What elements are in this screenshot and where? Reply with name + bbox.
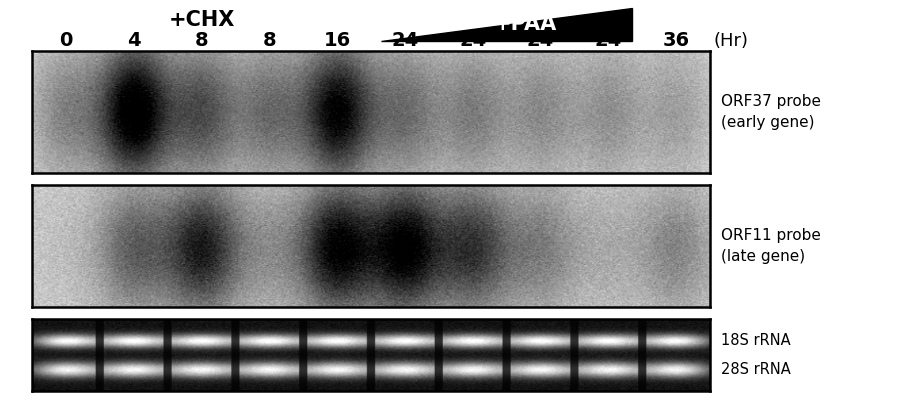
- Text: 18S rRNA: 18S rRNA: [721, 333, 791, 348]
- Text: 36: 36: [663, 31, 690, 50]
- Text: +CHX: +CHX: [169, 10, 235, 31]
- Text: 0: 0: [59, 31, 73, 50]
- Text: 24: 24: [459, 31, 487, 50]
- Text: 8: 8: [263, 31, 277, 50]
- Text: 24: 24: [391, 31, 419, 50]
- Text: 8: 8: [195, 31, 208, 50]
- Text: (Hr): (Hr): [714, 32, 749, 50]
- Text: 16: 16: [324, 31, 351, 50]
- Text: 28S rRNA: 28S rRNA: [721, 362, 791, 377]
- Text: 24: 24: [595, 31, 622, 50]
- Text: 24: 24: [526, 31, 554, 50]
- Text: +PAA: +PAA: [493, 14, 557, 35]
- Text: 4: 4: [127, 31, 141, 50]
- Text: ORF37 probe
(early gene): ORF37 probe (early gene): [721, 94, 821, 130]
- Text: ORF11 probe
(late gene): ORF11 probe (late gene): [721, 228, 821, 264]
